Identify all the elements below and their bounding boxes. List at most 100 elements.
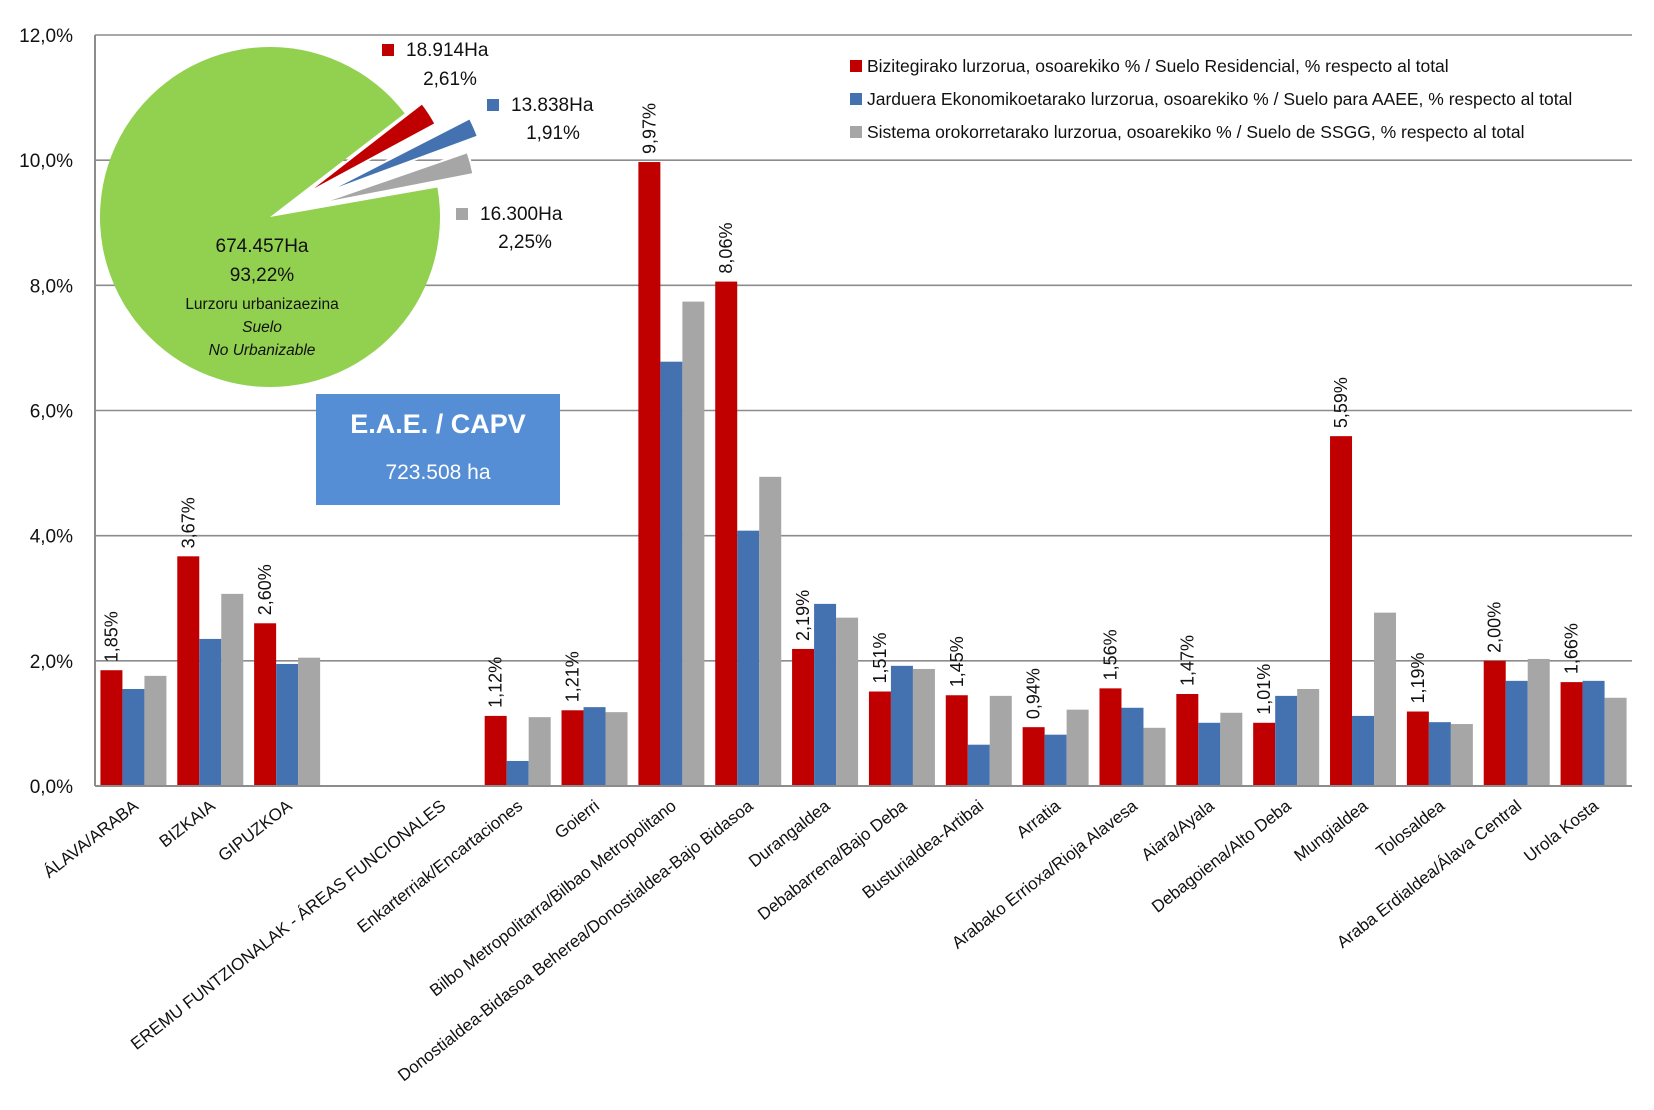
bar-aaee — [737, 530, 760, 786]
bar-residencial — [1253, 722, 1276, 786]
bar-ssgg — [144, 675, 167, 786]
y-tick-label: 4,0% — [30, 527, 73, 548]
bar-ssgg — [682, 301, 705, 786]
bar-ssgg — [912, 668, 935, 786]
bar-aaee — [276, 663, 299, 786]
pie-slice-aaee — [322, 116, 480, 195]
bar-ssgg — [1066, 709, 1089, 786]
data-label: 3,67% — [178, 497, 198, 548]
pie-slice-no-urbanizable — [100, 47, 441, 388]
x-tick-label: Debabarrena/Bajo Deba — [754, 796, 911, 924]
data-label: 1,01% — [1254, 664, 1274, 715]
bar-residencial — [100, 670, 123, 786]
legend-marker-aaee — [850, 93, 862, 105]
bar-residencial — [792, 648, 815, 786]
bar-residencial — [1099, 688, 1122, 786]
pie-label-no-urbanizable-es1: Suelo — [242, 319, 282, 336]
x-tick-label: GIPUZKOA — [215, 796, 296, 865]
bar-aaee — [1352, 715, 1375, 786]
x-tick-label: Goierri — [551, 796, 603, 842]
pie-label-marker-ssgg — [456, 208, 468, 220]
bar-residencial — [254, 623, 277, 786]
bar-aaee — [1275, 695, 1298, 786]
bar-ssgg — [836, 617, 859, 786]
bar-residencial — [1176, 694, 1199, 786]
bar-residencial — [945, 695, 968, 786]
bar-ssgg — [1143, 727, 1166, 786]
y-tick-label: 12,0% — [19, 26, 73, 47]
data-label: 2,60% — [255, 564, 275, 615]
data-label: 1,66% — [1562, 623, 1582, 674]
legend-marker-residencial — [850, 60, 862, 72]
bar-ssgg — [1450, 724, 1473, 786]
bar-ssgg — [528, 717, 551, 786]
data-label: 2,00% — [1485, 602, 1505, 653]
pie-label-ssgg-percent: 2,25% — [498, 232, 552, 253]
pie-label-no-urbanizable-name: Lurzoru urbanizaezina — [185, 296, 339, 313]
legend-label-ssgg: Sistema orokorretarako lurzorua, osoarek… — [867, 122, 1525, 142]
bar-ssgg — [1220, 712, 1243, 786]
bar-aaee — [660, 361, 683, 786]
data-label: 1,21% — [563, 651, 583, 702]
data-label: 9,97% — [639, 103, 659, 154]
pie-label-residencial-area: 18.914Ha — [406, 40, 489, 61]
pie-label-marker-aaee — [487, 99, 499, 111]
x-tick-label: Aiara/Ayala — [1138, 796, 1218, 865]
data-label: 1,19% — [1408, 652, 1428, 703]
bar-residencial — [1560, 682, 1583, 786]
bar-aaee — [1582, 680, 1605, 786]
bar-aaee — [890, 665, 913, 786]
pie-slice-residencial — [302, 101, 437, 197]
x-tick-label: BIZKAIA — [156, 796, 220, 852]
bar-aaee — [199, 638, 222, 786]
data-label: 2,19% — [793, 590, 813, 641]
data-label: 1,56% — [1100, 629, 1120, 680]
bar-aaee — [583, 707, 606, 786]
bar-ssgg — [989, 695, 1012, 786]
y-tick-label: 2,0% — [30, 652, 73, 673]
x-tick-label: ÁLAVA/ARABA — [40, 796, 143, 882]
x-tick-label: Debagoiena/Alto Deba — [1148, 796, 1295, 917]
bar-residencial — [1483, 660, 1506, 786]
bar-ssgg — [221, 593, 244, 786]
pie-label-ssgg-area: 16.300Ha — [480, 204, 563, 225]
bar-aaee — [1428, 722, 1451, 786]
x-tick-label: Tolosaldea — [1373, 796, 1449, 861]
x-tick-label: Arratia — [1013, 796, 1065, 842]
legend-label-aaee: Jarduera Ekonomikoetarako lurzorua, osoa… — [867, 89, 1572, 109]
bar-ssgg — [1604, 697, 1627, 786]
bar-ssgg — [298, 657, 321, 786]
pie-chart: 674.457Ha 93,22% Lurzoru urbanizaezina S… — [100, 40, 594, 388]
data-label: 1,51% — [870, 632, 890, 683]
legend: Bizitegirako lurzorua, osoarekiko % / Su… — [850, 56, 1572, 142]
y-tick-label: 8,0% — [30, 276, 73, 297]
bar-residencial — [561, 710, 584, 786]
bar-aaee — [1505, 680, 1528, 786]
bar-ssgg — [1374, 612, 1397, 786]
data-label: 1,12% — [486, 657, 506, 708]
capv-box-background — [316, 394, 560, 505]
capv-annotation: E.A.E. / CAPV 723.508 ha — [316, 394, 560, 505]
pie-label-marker-residencial — [382, 44, 394, 56]
capv-title: E.A.E. / CAPV — [350, 409, 526, 439]
y-tick-label: 10,0% — [19, 151, 73, 172]
bar-residencial — [715, 281, 738, 786]
data-label: 0,94% — [1024, 668, 1044, 719]
x-tick-label: Donostialdea-Bidasoa Beherea/Donostialde… — [394, 796, 757, 1085]
bar-ssgg — [1297, 688, 1320, 786]
bar-aaee — [122, 688, 145, 786]
y-tick-label: 0,0% — [30, 777, 73, 798]
x-tick-label: Mungialdea — [1291, 796, 1372, 865]
data-label: 1,85% — [101, 611, 121, 662]
legend-label-residencial: Bizitegirako lurzorua, osoarekiko % / Su… — [867, 56, 1449, 76]
bar-aaee — [1121, 707, 1144, 786]
pie-label-residencial-percent: 2,61% — [423, 69, 477, 90]
y-tick-label: 6,0% — [30, 402, 73, 423]
pie-label-aaee-area: 13.838Ha — [511, 95, 594, 116]
capv-value: 723.508 ha — [385, 461, 490, 484]
bar-aaee — [1044, 734, 1067, 786]
bar-residencial — [868, 691, 891, 786]
pie-label-no-urbanizable-area: 674.457Ha — [216, 236, 309, 257]
legend-marker-ssgg — [850, 126, 862, 138]
